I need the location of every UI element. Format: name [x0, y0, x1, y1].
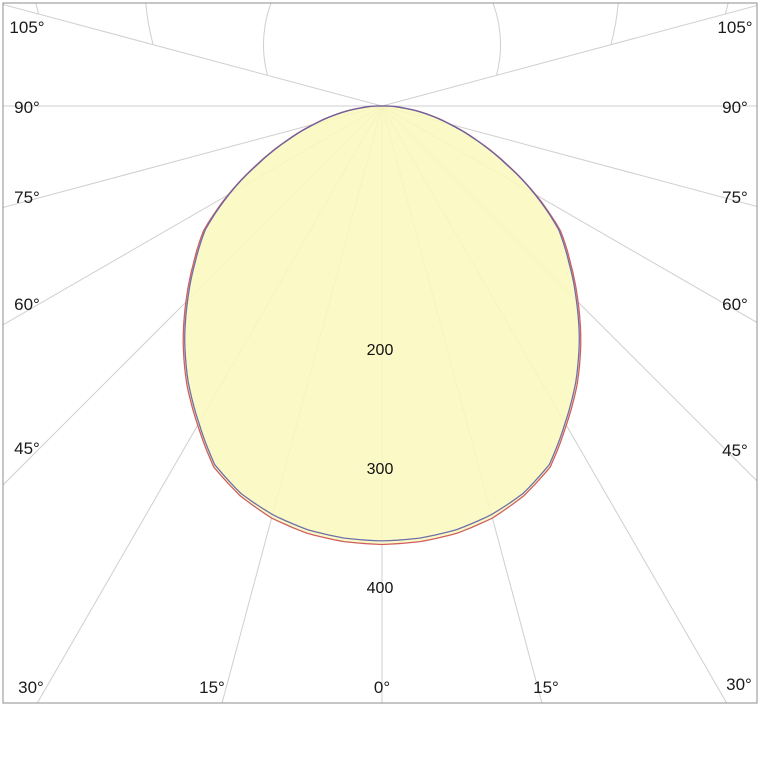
plot-area: 200 300 400: [3, 3, 757, 703]
grid-circle: [35, 3, 729, 15]
grid-spoke: [381, 105, 757, 207]
angle-label: 60°: [14, 295, 40, 314]
c90-c270-curve: [184, 105, 580, 542]
grid-spoke: [381, 5, 757, 107]
angle-label: 15°: [199, 678, 225, 697]
grid-circle: [263, 3, 501, 76]
angle-label: 90°: [722, 98, 748, 117]
angle-label: 45°: [722, 441, 748, 460]
distribution-fill: [183, 106, 581, 545]
radial-value-label: 400: [367, 580, 394, 597]
radial-value-label: 200: [367, 342, 394, 359]
angle-label: 30°: [18, 678, 44, 697]
grid-circle: [145, 3, 619, 45]
angle-label: 75°: [14, 188, 40, 207]
angle-label: 15°: [533, 678, 559, 697]
plot-border: [2, 2, 758, 704]
angle-label: 105°: [9, 18, 44, 37]
angle-label: 45°: [14, 439, 40, 458]
grid-spoke: [3, 105, 383, 209]
angle-label: 30°: [726, 675, 752, 694]
angle-label: 105°: [717, 18, 752, 37]
chart-footer: cd/klm η = 100% C0 - C180 C90 - C270: [0, 706, 764, 766]
angle-label: 90°: [14, 98, 40, 117]
polar-chart: 200 300 400 105° 90° 75° 60° 45° 105° 90° 75° 60° 45…: [2, 2, 758, 704]
grid-spoke: [3, 3, 383, 107]
angle-label: 60°: [722, 295, 748, 314]
radial-value-label: 300: [367, 461, 394, 478]
angle-label: 75°: [722, 188, 748, 207]
angle-label: 0°: [374, 678, 390, 697]
